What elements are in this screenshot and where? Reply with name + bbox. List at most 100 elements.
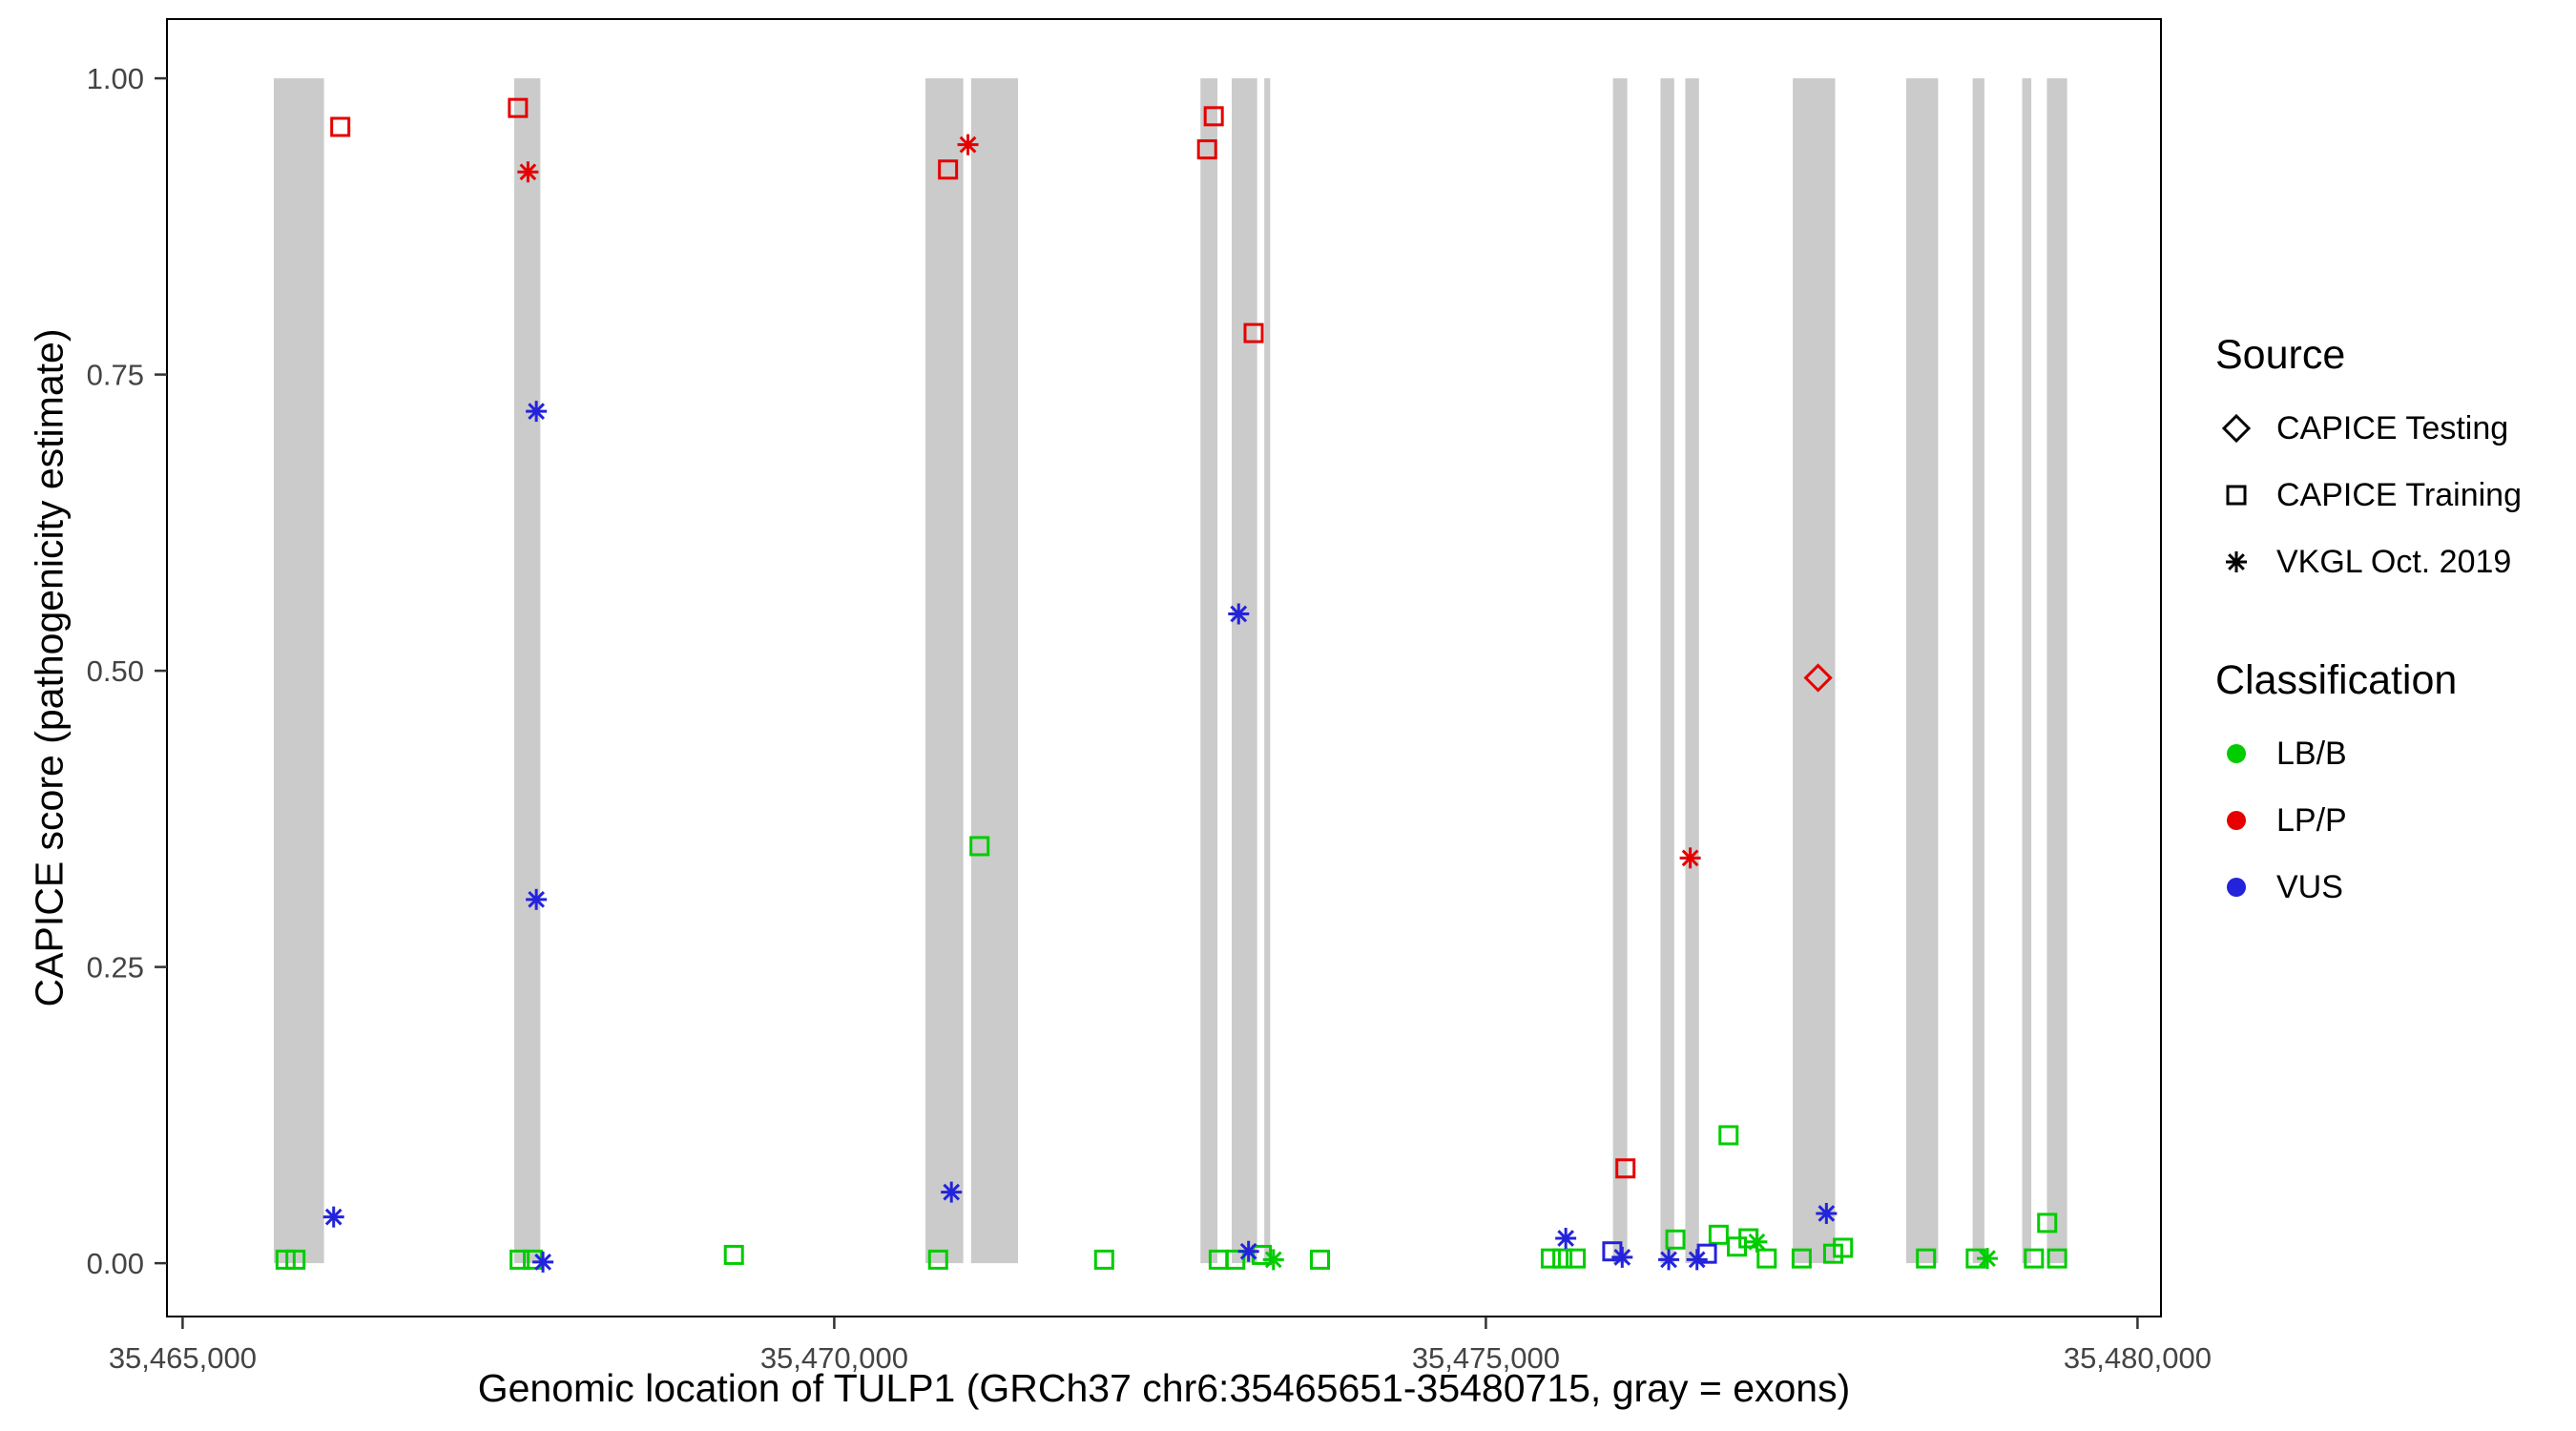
x-tick-label: 35,470,000 [760, 1341, 908, 1375]
marker-square [1696, 1243, 1717, 1264]
exon-band [1264, 78, 1271, 1264]
marker-asterisk [1555, 1228, 1577, 1250]
y-axis-title: CAPICE score (pathogenicity estimate) [27, 328, 72, 1007]
marker-asterisk [1611, 1246, 1633, 1268]
x-tick-label: 35,475,000 [1412, 1341, 1560, 1375]
marker-square [1196, 139, 1217, 160]
legend-source-items: CAPICE Testing CAPICE Training VKGL Oct. 2… [2215, 407, 2522, 583]
marker-square [1540, 1248, 1561, 1269]
marker-square [969, 836, 990, 857]
marker-asterisk [957, 134, 979, 156]
marker-asterisk [517, 161, 539, 183]
panel-border [166, 18, 2162, 1317]
marker-square [927, 1249, 948, 1270]
marker-diamond [1803, 663, 1833, 693]
marker-square [1203, 106, 1224, 127]
marker-square [2037, 1213, 2058, 1234]
exon-band [925, 78, 964, 1264]
marker-square [508, 97, 529, 118]
asterisk-icon [2226, 551, 2247, 572]
exon-band [1972, 78, 1984, 1264]
exon-band [514, 78, 541, 1264]
legend-item-label: CAPICE Training [2276, 476, 2522, 513]
exon-band [274, 78, 324, 1264]
exon-band [1660, 78, 1674, 1264]
marker-asterisk [1816, 1202, 1838, 1224]
legend-classification-items: LB/B LP/P VUS [2215, 733, 2522, 908]
exon-band [2046, 78, 2067, 1264]
marker-square [723, 1244, 744, 1265]
marker-square [509, 1249, 530, 1270]
y-tick-label: 0.50 [87, 654, 144, 688]
marker-square [1566, 1248, 1587, 1269]
legend-source-title: Source [2215, 332, 2346, 378]
legend-item-label: VUS [2276, 868, 2343, 905]
marker-square [1665, 1229, 1686, 1250]
marker-square [1718, 1125, 1739, 1146]
marker-square [1791, 1248, 1812, 1269]
classification-dot-icon [2227, 878, 2246, 897]
exon-band [1685, 78, 1699, 1264]
marker-asterisk [1658, 1249, 1680, 1271]
marker-square [1225, 1249, 1246, 1270]
legend-item-label: LB/B [2276, 735, 2347, 772]
marker-square [1708, 1224, 1729, 1245]
exon-band [1200, 78, 1218, 1264]
marker-asterisk [941, 1181, 963, 1203]
legend-item-lp-p: LP/P [2215, 799, 2522, 841]
legend-item-lb-b: LB/B [2215, 733, 2522, 775]
marker-asterisk [1237, 1240, 1259, 1262]
square-icon [2226, 485, 2247, 506]
y-tick-label: 0.00 [87, 1247, 144, 1280]
marker-asterisk [532, 1251, 554, 1273]
legend-item-label: VKGL Oct. 2019 [2276, 543, 2512, 580]
marker-circle [2227, 811, 2246, 830]
diamond-icon [2221, 413, 2252, 444]
marker-square [1243, 322, 1264, 343]
x-tick-label: 35,480,000 [2064, 1341, 2212, 1375]
marker-square [1552, 1248, 1573, 1269]
marker-square [1833, 1237, 1854, 1258]
marker-square [285, 1249, 306, 1270]
exon-band [1612, 78, 1628, 1264]
y-tick-label: 1.00 [87, 62, 144, 95]
x-tick-label: 35,465,000 [109, 1341, 257, 1375]
marker-asterisk [322, 1206, 344, 1228]
marker-diamond [2221, 413, 2252, 444]
marker-square [938, 159, 959, 180]
marker-asterisk [1262, 1249, 1284, 1271]
marker-square [1093, 1249, 1114, 1270]
classification-dot-icon [2227, 744, 2246, 763]
marker-asterisk [526, 888, 548, 910]
marker-square [1756, 1248, 1777, 1269]
classification-dot-icon [2227, 811, 2246, 830]
marker-square [1615, 1158, 1636, 1179]
marker-asterisk [526, 401, 548, 423]
marker-asterisk [2226, 551, 2247, 572]
legend-item-label: CAPICE Testing [2276, 409, 2509, 446]
marker-asterisk [1977, 1248, 1999, 1270]
marker-circle [2227, 744, 2246, 763]
marker-square [1916, 1248, 1937, 1269]
legend-item-label: LP/P [2276, 801, 2347, 839]
legend-item-vkgl-oct-2019: VKGL Oct. 2019 [2215, 541, 2522, 583]
marker-square [2024, 1248, 2045, 1269]
marker-square [2046, 1248, 2067, 1269]
marker-square [330, 116, 351, 137]
legend-item-capice-testing: CAPICE Testing [2215, 407, 2522, 449]
marker-asterisk [1679, 847, 1701, 869]
legend: Source CAPICE Testing CAPICE Training VKGL… [2215, 332, 2522, 933]
exon-band [970, 78, 1019, 1264]
y-tick-label: 0.25 [87, 951, 144, 985]
legend-classification-title: Classification [2215, 657, 2458, 703]
y-tick-label: 0.75 [87, 359, 144, 392]
exon-band [2022, 78, 2032, 1264]
marker-square [2226, 485, 2247, 506]
legend-item-capice-training: CAPICE Training [2215, 474, 2522, 516]
x-axis-title: Genomic location of TULP1 (GRCh37 chr6:3… [477, 1366, 1851, 1410]
marker-square [1310, 1249, 1331, 1270]
exon-band [1232, 78, 1257, 1264]
marker-asterisk [1228, 603, 1250, 625]
